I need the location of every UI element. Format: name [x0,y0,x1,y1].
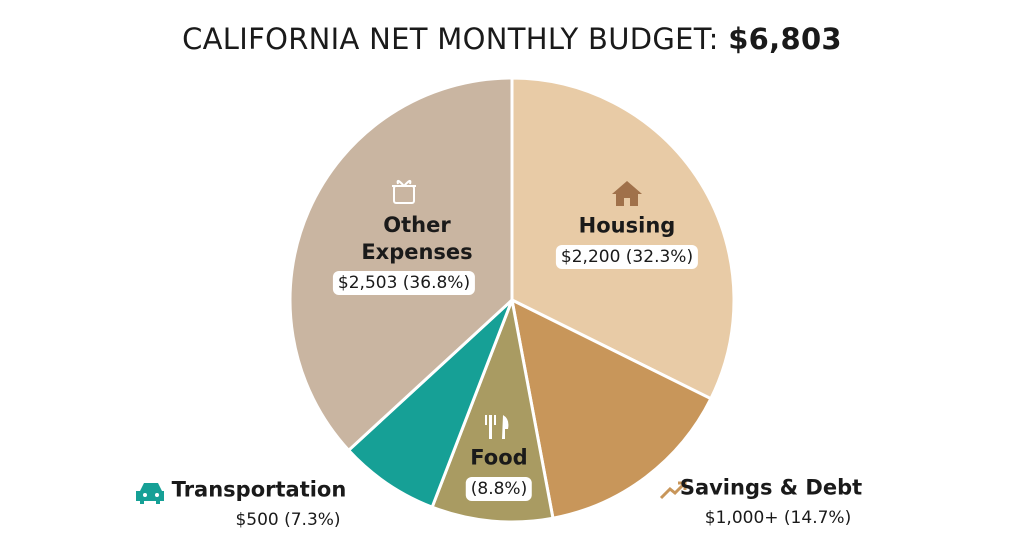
pie-slice [430,294,555,524]
category-label: Transportation [171,477,347,502]
pie-slice [288,76,514,453]
value-label: $1,000+ (14.7%) [704,508,852,528]
chart-title: CALIFORNIA NET MONTHLY BUDGET: $6,803 [0,22,1024,56]
house-icon [612,181,642,206]
fork-knife-icon [485,415,509,439]
title-amount: $6,803 [728,22,842,56]
pie-slice [509,297,713,520]
slices [288,76,736,524]
title-text: CALIFORNIA NET MONTHLY BUDGET: [182,22,719,56]
pie-slice [346,298,514,510]
value-label: (8.8%) [465,477,533,501]
gift-icon [392,180,416,204]
category-label: Savings & Debt [679,475,863,500]
category-label: Housing [578,213,676,238]
category-label: Other Expenses [361,213,473,264]
car-icon [136,483,164,504]
value-label: $500 (7.3%) [235,510,341,530]
pie-slice [510,76,736,401]
value-label: $2,200 (32.3%) [555,245,699,269]
trend-icon [659,481,687,500]
value-label: $2,503 (36.8%) [332,271,476,295]
category-label: Food [470,445,528,470]
